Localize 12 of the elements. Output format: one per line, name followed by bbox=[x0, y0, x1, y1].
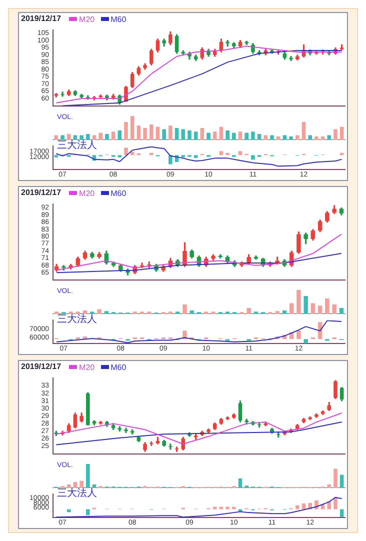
chart-title: 三大法人 bbox=[57, 314, 97, 325]
legend-label: M20 bbox=[79, 14, 95, 24]
chart-title: 2019/12/17 bbox=[21, 188, 62, 197]
chart-title: 三大法人 bbox=[57, 140, 97, 151]
chart-title: 三大法人 bbox=[57, 488, 97, 499]
chart-title: 2019/12/17 bbox=[21, 14, 62, 23]
legend-label: M60 bbox=[110, 188, 126, 198]
legend-label: M60 bbox=[110, 362, 126, 372]
legend-label: M20 bbox=[79, 188, 95, 198]
legend-label: M20 bbox=[79, 362, 95, 372]
legend-label: M60 bbox=[110, 14, 126, 24]
chart-title: 2019/12/17 bbox=[21, 362, 62, 371]
